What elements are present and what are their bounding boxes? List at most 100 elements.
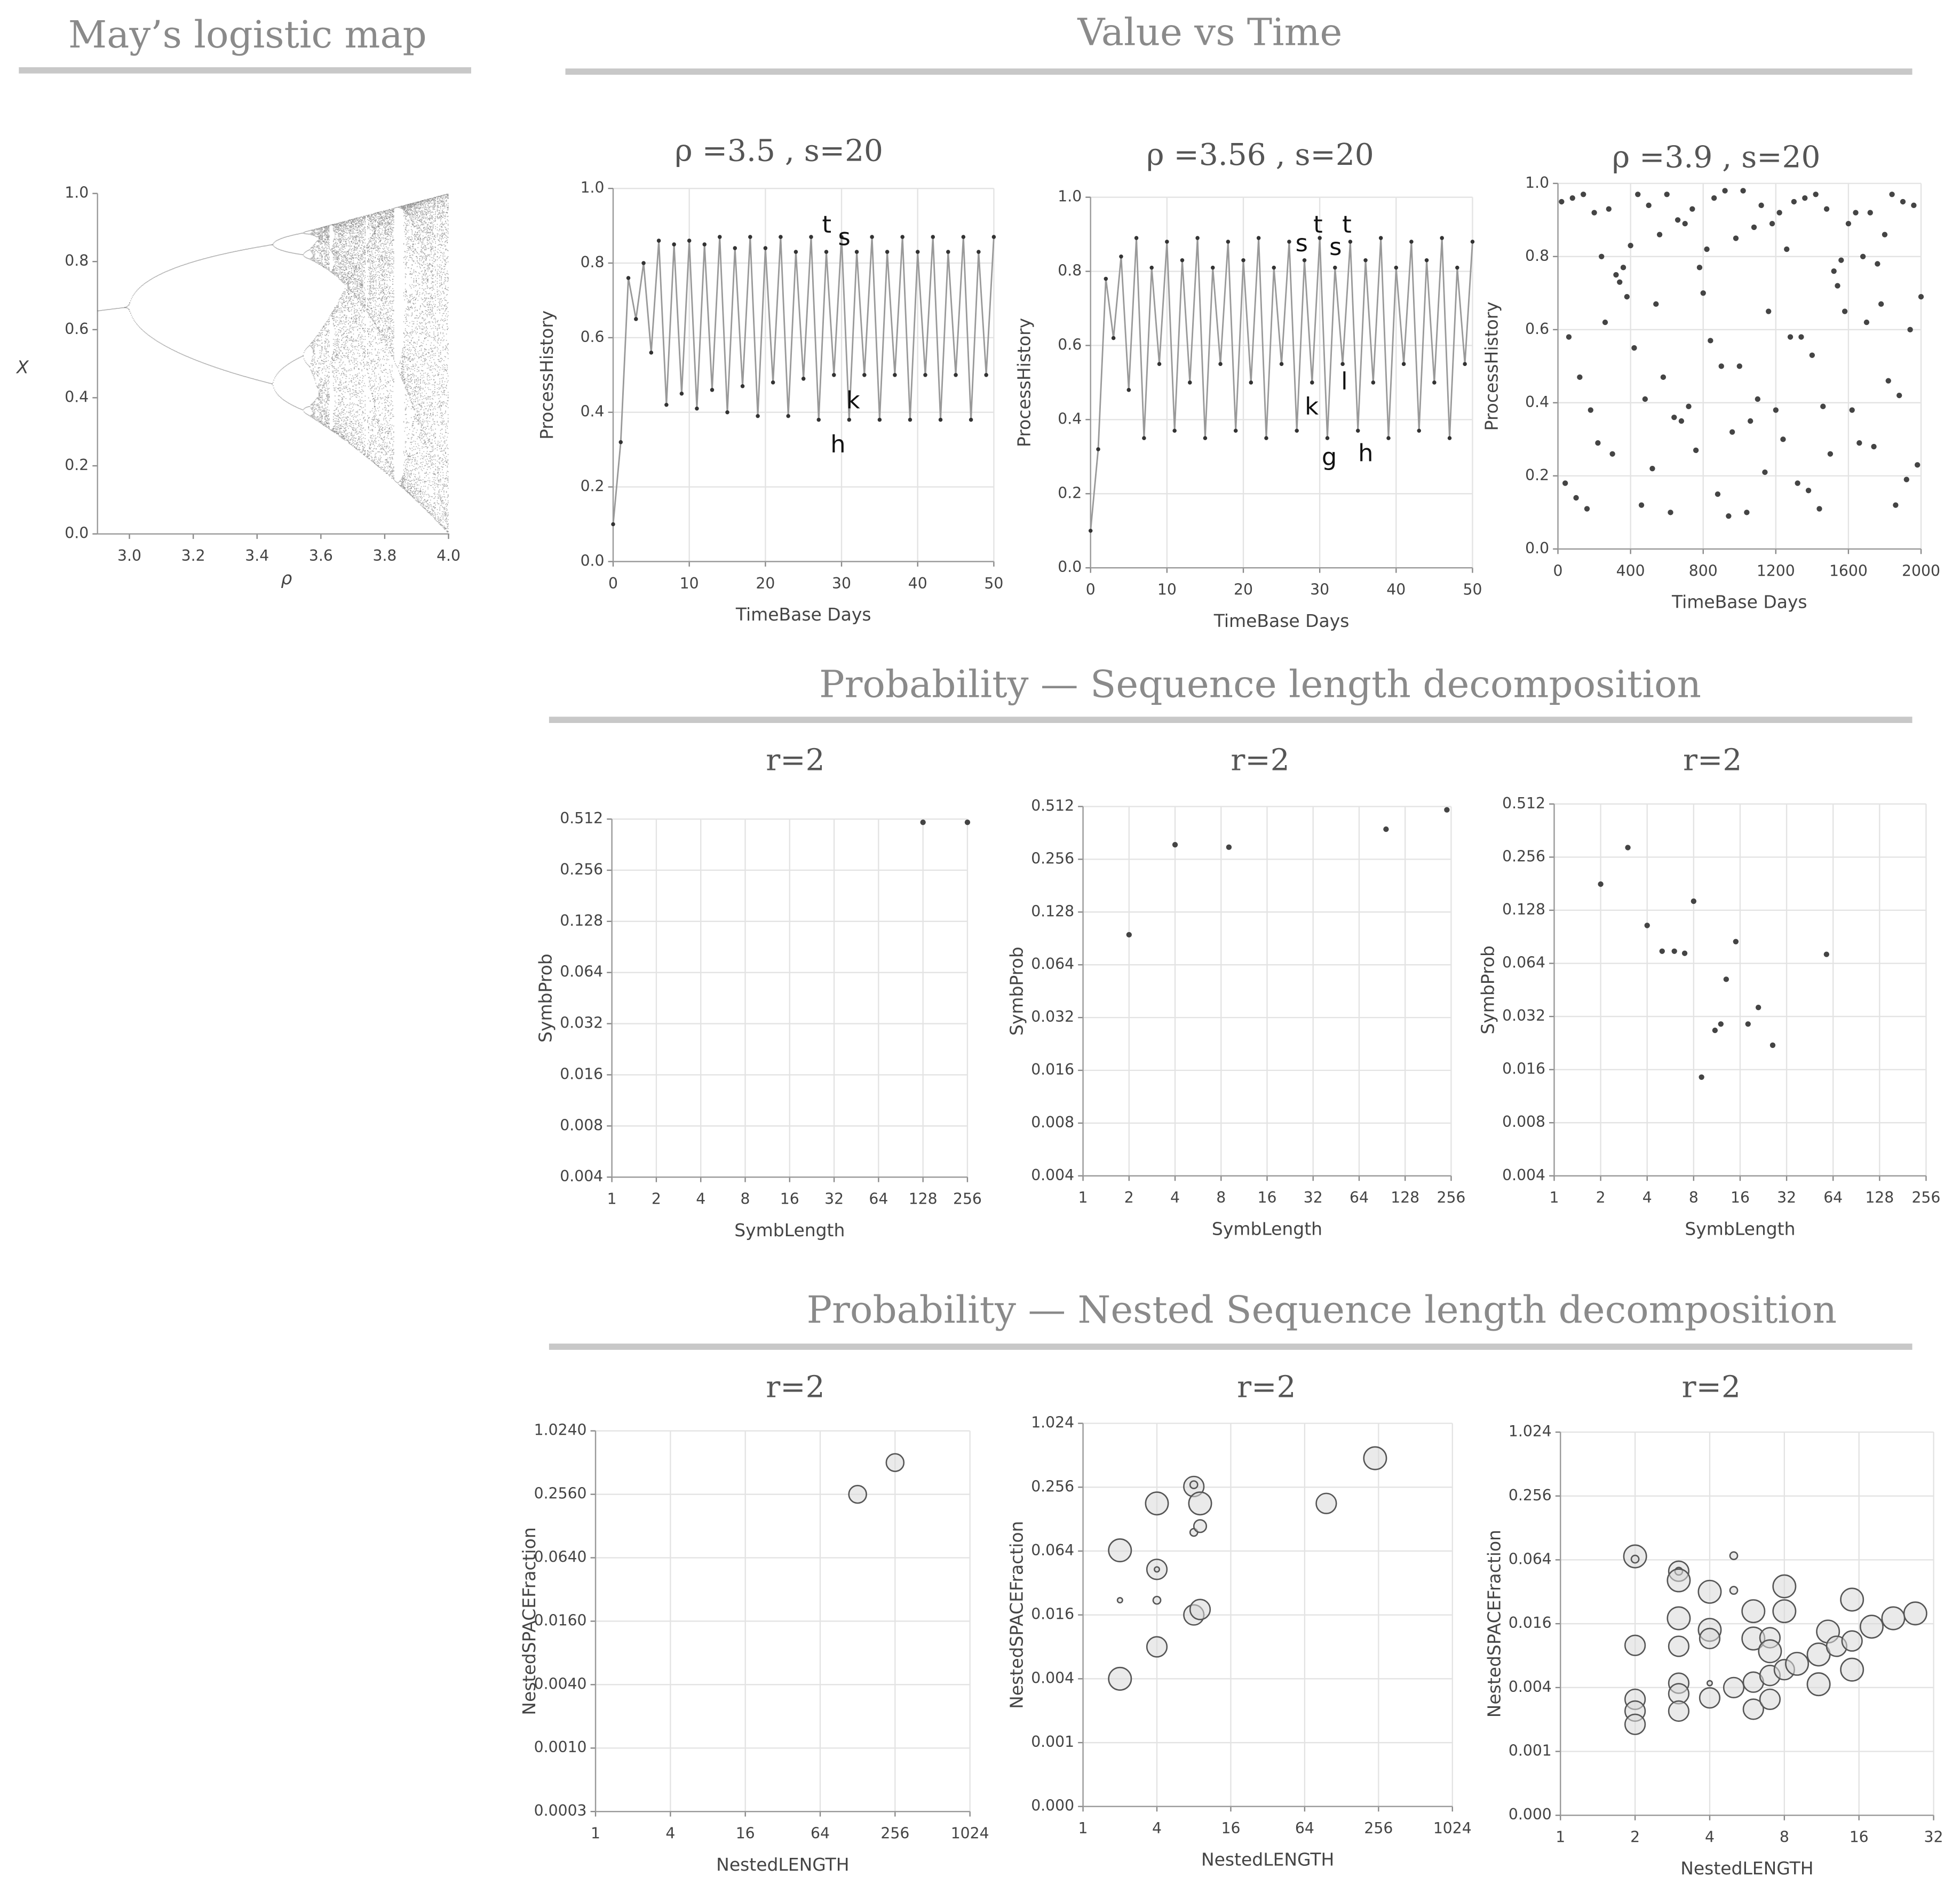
chart: r=2 1 4 16 64 256 1024 0.000 0.001 0.004 0.016 0.06… xyxy=(1006,1370,1472,1870)
point xyxy=(1675,217,1681,223)
point xyxy=(1256,236,1261,240)
point xyxy=(656,239,661,243)
point xyxy=(1417,428,1422,433)
bubble xyxy=(1189,1599,1211,1620)
x-axis-label: ρ xyxy=(281,568,292,589)
point xyxy=(1383,826,1389,832)
bubble xyxy=(1729,1551,1739,1561)
point xyxy=(611,522,615,527)
point xyxy=(1787,334,1794,340)
bubble xyxy=(1152,1595,1162,1605)
x-tick-label: 128 xyxy=(909,1190,938,1208)
point xyxy=(1602,319,1608,325)
y-tick-label: 0.2560 xyxy=(534,1485,587,1503)
y-axis-label: NestedSPACEFraction xyxy=(519,1527,539,1715)
y-tick-label: 0.4 xyxy=(1058,410,1082,427)
point xyxy=(679,392,684,396)
y-tick-label: 0.004 xyxy=(1031,1669,1074,1687)
point xyxy=(1241,258,1245,263)
y-tick-label: 0.008 xyxy=(1502,1113,1545,1131)
point xyxy=(1805,488,1812,494)
point xyxy=(977,250,981,254)
y-axis-label: NestedSPACEFraction xyxy=(1006,1521,1027,1709)
point xyxy=(1780,436,1786,442)
bubble xyxy=(848,1484,867,1504)
x-tick-label: 1 xyxy=(1078,1189,1088,1206)
point xyxy=(1718,363,1724,369)
point xyxy=(847,417,852,422)
bubble xyxy=(1706,1680,1713,1687)
point xyxy=(1748,418,1753,424)
chart: r=2 1 2 4 8 16 32 64 128 256 0.004 0.008 0.016 0.032 0… xyxy=(1006,743,1466,1239)
point xyxy=(672,242,676,247)
point xyxy=(695,406,699,411)
point xyxy=(1318,236,1322,240)
y-tick-label: 0.000 xyxy=(1031,1797,1074,1815)
point xyxy=(1704,246,1710,252)
x-tick-label: 256 xyxy=(1437,1189,1465,1206)
y-tick-label: 0.128 xyxy=(560,912,603,929)
y-axis-label: ProcessHistory xyxy=(536,311,557,440)
x-tick-label: 3.8 xyxy=(372,547,396,565)
x-tick-label: 4 xyxy=(665,1825,675,1842)
y-tick-label: 0.008 xyxy=(560,1116,603,1134)
point xyxy=(1889,192,1895,197)
point xyxy=(1444,807,1450,813)
y-tick-label: 0.064 xyxy=(560,963,603,981)
annotation: h xyxy=(830,430,845,458)
bubble xyxy=(1667,1606,1691,1631)
point xyxy=(1871,443,1877,450)
y-tick-label: 0.001 xyxy=(1031,1733,1074,1751)
x-tick-label: 0 xyxy=(1553,562,1563,579)
point xyxy=(1126,932,1132,938)
point xyxy=(961,235,966,239)
y-tick-label: 0.8 xyxy=(581,253,605,271)
point xyxy=(1769,1042,1776,1048)
y-axis-label: ProcessHistory xyxy=(1481,301,1502,431)
point xyxy=(1378,236,1383,240)
y-tick-label: 1.0 xyxy=(1525,174,1549,192)
x-tick-label: 0 xyxy=(608,575,618,592)
line xyxy=(1090,237,1473,531)
x-tick-label: 30 xyxy=(832,575,851,592)
y-tick-label: 0.256 xyxy=(1031,849,1074,867)
x-axis-label: SymbLength xyxy=(1685,1219,1795,1239)
bubble xyxy=(1903,1601,1927,1626)
x-tick-label: 20 xyxy=(1234,581,1253,599)
chart: ρ =3.9 , s=20 0 400 800 1200 1600 2000 0.0 0.2 0.… xyxy=(1481,140,1940,613)
point xyxy=(1264,436,1268,440)
bubble xyxy=(1630,1554,1640,1564)
y-tick-label: 1.0240 xyxy=(534,1421,587,1439)
x-tick-label: 1 xyxy=(1556,1829,1565,1846)
point xyxy=(1682,220,1688,227)
point xyxy=(1355,428,1360,433)
bubble xyxy=(1145,1491,1169,1516)
point xyxy=(1203,436,1208,440)
section-heading: May’s logistic map xyxy=(68,12,427,57)
y-tick-label: 0.0010 xyxy=(534,1738,587,1756)
x-tick-label: 3.0 xyxy=(117,547,141,565)
chart: ρ =3.5 , s=20 0 10 20 30 40 50 0.0 0.2 0.4 0.6 0.8 1… xyxy=(536,134,1003,625)
x-tick-label: 16 xyxy=(1221,1819,1240,1837)
point xyxy=(1325,436,1330,440)
point xyxy=(1363,258,1368,263)
x-tick-label: 400 xyxy=(1616,562,1645,579)
point xyxy=(756,414,760,418)
y-tick-label: 0.6 xyxy=(1525,320,1549,338)
x-tick-label: 256 xyxy=(1911,1189,1940,1206)
bubble xyxy=(1189,1480,1199,1490)
point xyxy=(1816,506,1822,512)
x-tick-label: 64 xyxy=(869,1190,888,1208)
point xyxy=(1088,528,1093,533)
point xyxy=(1631,345,1637,351)
x-tick-label: 4 xyxy=(1170,1189,1180,1206)
x-tick-label: 2 xyxy=(1596,1189,1606,1206)
point xyxy=(1188,380,1192,385)
point xyxy=(1907,327,1913,332)
point xyxy=(964,820,971,825)
point xyxy=(1733,939,1739,944)
point xyxy=(1795,480,1800,486)
point xyxy=(1745,1021,1751,1027)
point xyxy=(991,235,996,239)
point xyxy=(1195,236,1200,240)
